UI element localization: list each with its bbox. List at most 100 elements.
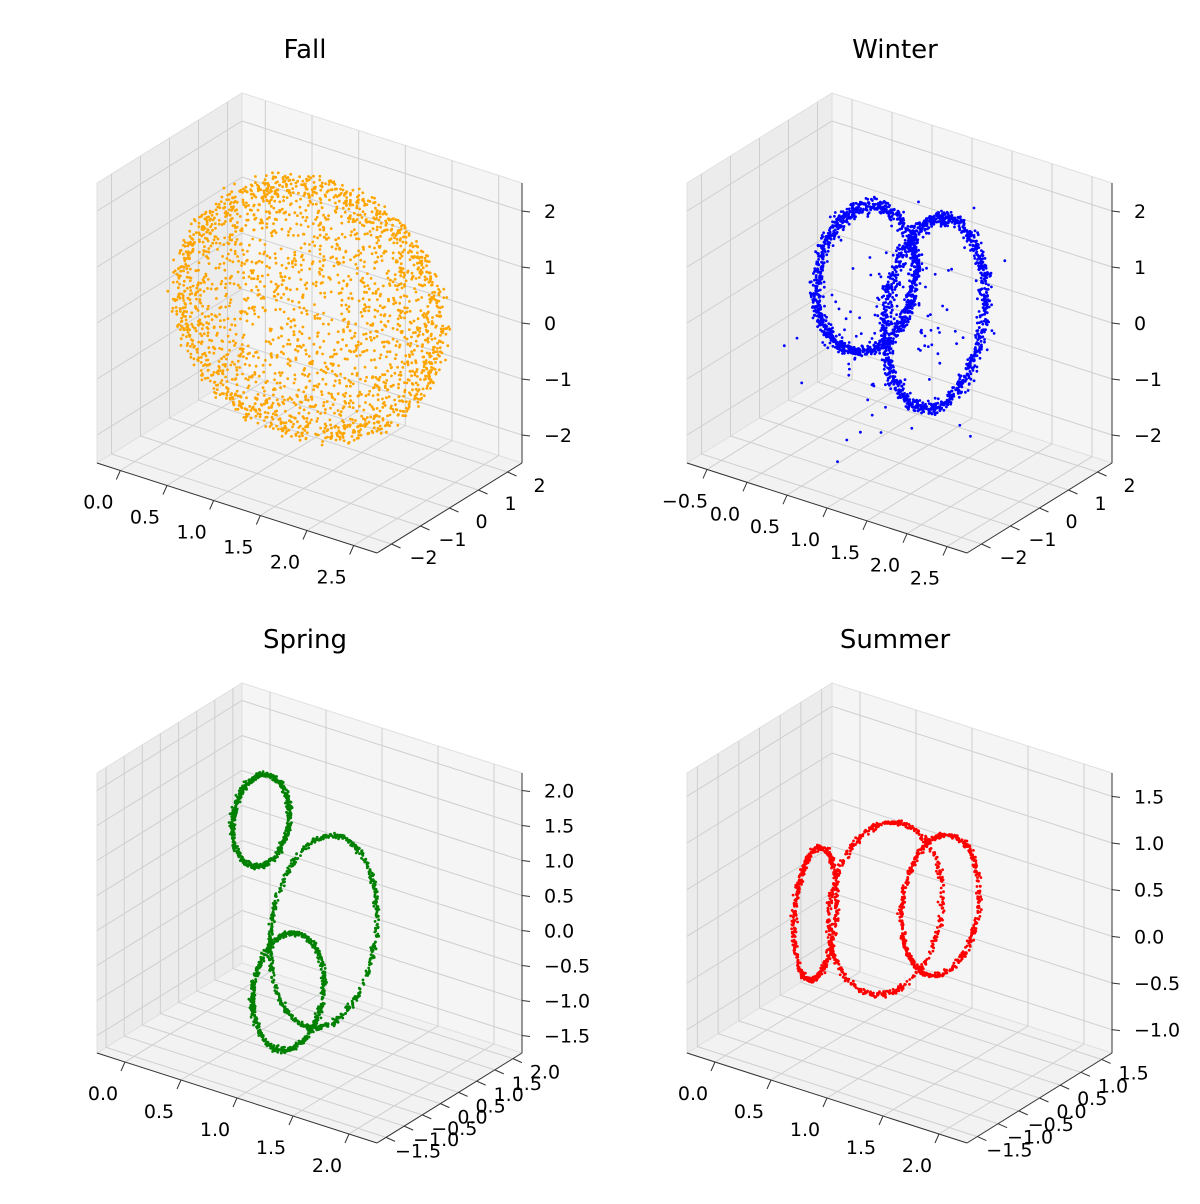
data-point xyxy=(333,426,336,429)
data-point xyxy=(267,187,270,190)
data-point xyxy=(286,343,289,346)
data-point xyxy=(307,175,310,178)
data-point xyxy=(394,278,397,281)
data-point xyxy=(415,340,418,343)
data-point xyxy=(338,382,341,385)
data-point xyxy=(357,341,360,344)
data-point xyxy=(909,268,912,271)
x-tick-label: 1.5 xyxy=(256,1137,286,1159)
data-point xyxy=(435,371,438,374)
z-tick-label: −1 xyxy=(1134,369,1162,391)
data-point xyxy=(849,210,852,213)
panel-title: Winter xyxy=(852,35,938,65)
data-point xyxy=(424,375,427,378)
data-point xyxy=(347,323,350,326)
data-point xyxy=(386,350,389,353)
data-point xyxy=(383,211,386,214)
data-point xyxy=(405,241,408,244)
data-point xyxy=(198,300,201,303)
data-point xyxy=(343,424,346,427)
data-point xyxy=(242,271,245,274)
data-point xyxy=(263,390,266,393)
data-point xyxy=(205,359,208,362)
data-point xyxy=(381,398,384,401)
x-tick-mark xyxy=(233,1098,237,1107)
data-point xyxy=(403,285,406,288)
data-point xyxy=(895,265,898,268)
data-point xyxy=(208,351,211,354)
data-point xyxy=(253,313,256,316)
z-tick-mark xyxy=(522,435,530,436)
data-point xyxy=(239,215,242,218)
data-point xyxy=(409,370,412,373)
data-point xyxy=(278,209,281,212)
data-point xyxy=(207,278,210,281)
data-point xyxy=(234,408,237,411)
data-point xyxy=(332,363,335,366)
data-point xyxy=(932,220,935,223)
data-point xyxy=(299,278,302,281)
data-point xyxy=(313,315,316,318)
data-point xyxy=(213,371,216,374)
data-point xyxy=(399,410,402,413)
data-point xyxy=(424,279,427,282)
data-point xyxy=(345,196,348,199)
data-point xyxy=(327,368,330,371)
data-point xyxy=(244,224,247,227)
data-point xyxy=(439,346,442,349)
data-point xyxy=(829,216,832,219)
data-point xyxy=(914,259,917,262)
data-point xyxy=(359,378,362,381)
data-point xyxy=(403,391,406,394)
data-point xyxy=(879,322,882,325)
data-point xyxy=(413,349,416,352)
data-point xyxy=(240,264,243,267)
data-point xyxy=(235,208,238,211)
data-point xyxy=(236,201,239,204)
data-point xyxy=(230,190,233,193)
data-point xyxy=(953,218,956,221)
data-point xyxy=(989,274,992,277)
data-point xyxy=(185,335,188,338)
data-point xyxy=(435,302,438,305)
data-point xyxy=(320,201,323,204)
x-tick-mark xyxy=(863,521,867,530)
data-point xyxy=(242,199,245,202)
data-point xyxy=(406,271,409,274)
data-point xyxy=(364,203,367,206)
data-point xyxy=(369,336,372,339)
data-point xyxy=(266,416,269,419)
data-point xyxy=(389,350,392,353)
data-point xyxy=(418,276,421,279)
data-point xyxy=(983,293,986,296)
data-point xyxy=(833,215,836,218)
data-point xyxy=(888,372,891,375)
data-point xyxy=(280,335,283,338)
data-point xyxy=(874,341,877,344)
data-point xyxy=(974,348,977,351)
data-point xyxy=(961,381,964,384)
x-tick-label: 1.0 xyxy=(200,1119,230,1141)
data-point xyxy=(881,324,884,327)
data-point xyxy=(970,359,973,362)
data-point xyxy=(399,239,402,242)
z-tick-label: 1 xyxy=(544,257,556,279)
data-point xyxy=(947,391,950,394)
data-point xyxy=(423,394,426,397)
data-point xyxy=(192,346,195,349)
data-point xyxy=(275,211,278,214)
data-point xyxy=(916,222,919,225)
data-point xyxy=(201,379,204,382)
data-point xyxy=(308,243,311,246)
data-point xyxy=(276,356,279,359)
data-point xyxy=(887,356,890,359)
data-point xyxy=(222,384,225,387)
data-point xyxy=(894,341,897,344)
data-point xyxy=(274,257,277,260)
data-point xyxy=(189,279,192,282)
data-point xyxy=(865,197,868,200)
data-point xyxy=(278,200,281,203)
data-point xyxy=(247,297,250,300)
data-point xyxy=(979,272,982,275)
data-point xyxy=(334,202,337,205)
